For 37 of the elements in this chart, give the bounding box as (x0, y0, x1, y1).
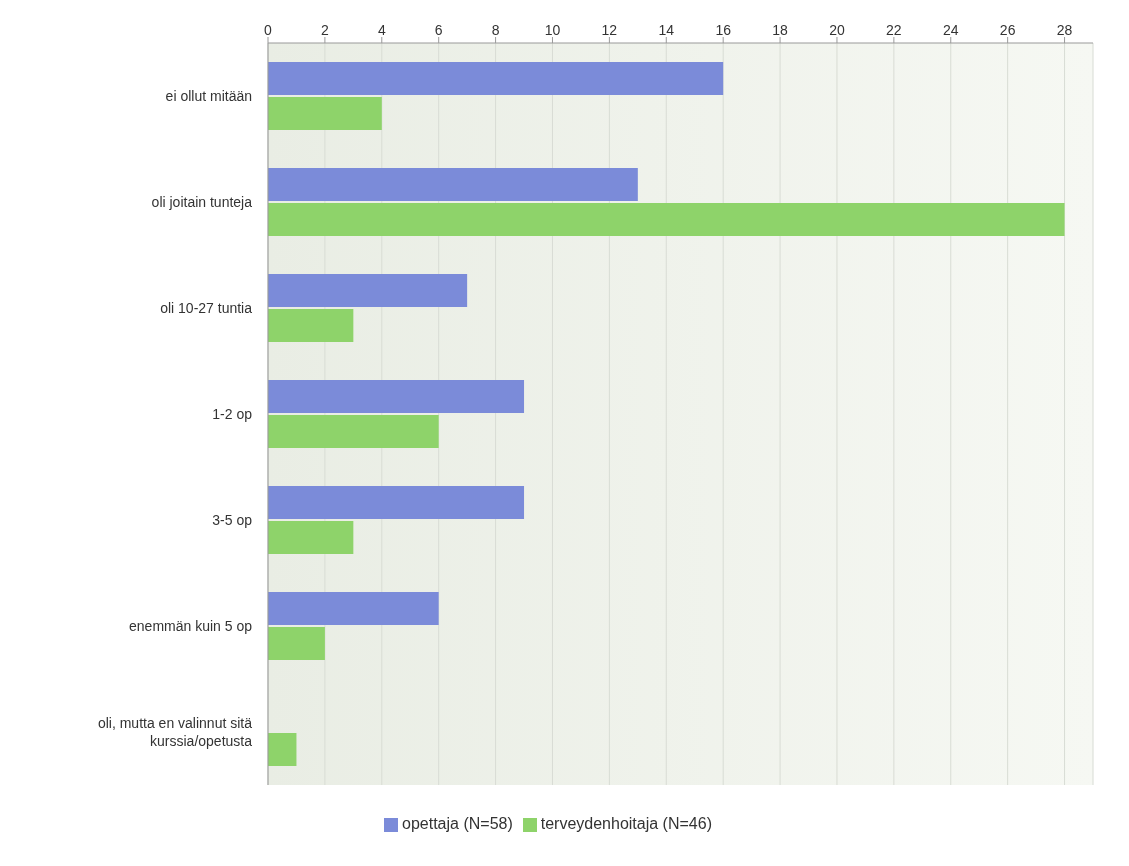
bar (268, 274, 468, 308)
x-tick-label: 24 (942, 22, 959, 38)
x-tick-label: 16 (715, 22, 732, 38)
x-tick-label: 8 (491, 22, 500, 38)
bar (268, 486, 525, 520)
x-tick-label: 20 (829, 22, 845, 38)
x-tick-label: 26 (999, 22, 1016, 38)
bar (268, 97, 382, 131)
bar (268, 309, 354, 343)
bar (268, 733, 297, 767)
bar (268, 380, 525, 414)
bar (268, 627, 325, 661)
x-tick-label: 2 (321, 22, 329, 38)
x-tick-label: 14 (658, 22, 675, 38)
x-tick-label: 0 (264, 22, 273, 38)
x-tick-label: 18 (772, 22, 789, 38)
x-tick-label: 28 (1056, 22, 1073, 38)
y-tick-label: enemmän kuin 5 op (129, 618, 253, 634)
bar (268, 415, 439, 449)
y-tick-label: oli 10-27 tuntia (160, 300, 253, 316)
bar (268, 168, 638, 202)
x-tick-label: 12 (601, 22, 618, 38)
bar (268, 62, 724, 96)
y-tick-label: oli, mutta en valinnut sitä kurssia/opetusta (97, 715, 253, 749)
bar (268, 203, 1065, 237)
x-tick-label: 10 (544, 22, 561, 38)
bar (268, 521, 354, 555)
x-tick-label: 4 (377, 22, 386, 38)
y-tick-label: ei ollut mitään (165, 88, 252, 104)
y-tick-label: 3-5 op (212, 512, 253, 528)
x-tick-label: 6 (434, 22, 443, 38)
y-tick-label: 1-2 op (212, 406, 253, 422)
legend-label: terveydenhoitaja (N=46) (540, 815, 712, 832)
x-tick-label: 22 (886, 22, 902, 38)
y-tick-label: oli joitain tunteja (151, 194, 253, 210)
bar (268, 592, 439, 626)
legend-label: opettaja (N=58) (402, 815, 513, 832)
